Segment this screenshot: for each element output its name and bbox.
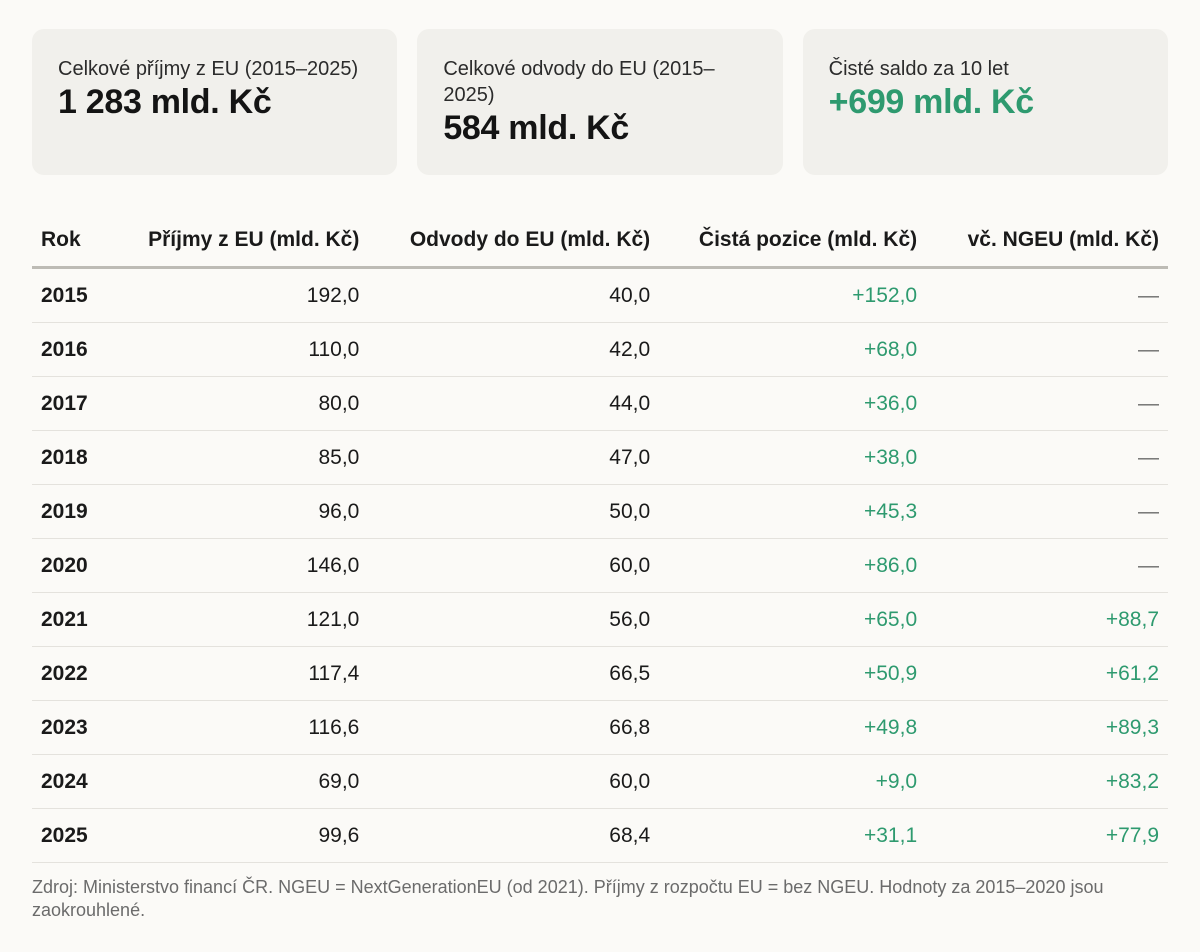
header-incl-ngeu: vč. NGEU (mld. Kč)	[926, 214, 1168, 269]
table-row: 2024 69,0 60,0 +9,0 +83,2	[32, 754, 1168, 809]
cell-net-position: +86,0	[659, 538, 927, 593]
cell-income: 117,4	[115, 646, 369, 701]
cell-income: 116,6	[115, 700, 369, 755]
cell-income: 146,0	[115, 538, 369, 593]
table-row: 2019 96,0 50,0 +45,3—	[32, 484, 1168, 539]
cell-contributions: 66,5	[368, 646, 660, 701]
table-row: 2022 117,4 66,5 +50,9 +61,2	[32, 646, 1168, 701]
cell-contributions: 66,8	[368, 700, 660, 755]
cell-incl-ngeu: —	[926, 267, 1168, 323]
header-net-position: Čistá pozice (mld. Kč)	[659, 214, 927, 269]
header-year: Rok	[32, 214, 116, 269]
cell-contributions: 68,4	[368, 808, 660, 863]
cell-year: 2015	[32, 267, 116, 323]
cell-net-position: +49,8	[659, 700, 927, 755]
cell-contributions: 42,0	[368, 322, 660, 377]
summary-card-income: Celkové příjmy z EU (2015–2025) 1 283 ml…	[32, 29, 398, 175]
cell-net-position: +9,0	[659, 754, 927, 809]
cell-incl-ngeu: —	[926, 376, 1168, 431]
cell-income: 69,0	[115, 754, 369, 809]
cell-net-position: +68,0	[659, 322, 927, 377]
cell-contributions: 44,0	[368, 376, 660, 431]
cell-net-position: +50,9	[659, 646, 927, 701]
cell-year: 2022	[32, 646, 116, 701]
header-income: Příjmy z EU (mld. Kč)	[115, 214, 369, 269]
card-label: Celkové příjmy z EU (2015–2025)	[58, 58, 359, 80]
card-value: 1 283 mld. Kč	[58, 83, 272, 121]
table-row: 2021 121,0 56,0 +65,0 +88,7	[32, 592, 1168, 647]
cell-incl-ngeu: —	[926, 322, 1168, 377]
cell-net-position: +65,0	[659, 592, 927, 647]
table-row: 2025 99,6 68,4 +31,1 +77,9	[32, 808, 1168, 863]
table-row: 2017 80,0 44,0 +36,0—	[32, 376, 1168, 431]
cell-year: 2025	[32, 808, 116, 863]
cell-incl-ngeu: +61,2	[926, 646, 1168, 701]
table-row: 2018 85,0 47,0 +38,0—	[32, 430, 1168, 485]
cell-year: 2019	[32, 484, 116, 539]
cell-net-position: +31,1	[659, 808, 927, 863]
cell-income: 96,0	[115, 484, 369, 539]
cell-income: 99,6	[115, 808, 369, 863]
cell-contributions: 40,0	[368, 267, 660, 323]
cell-incl-ngeu: +88,7	[926, 592, 1168, 647]
cell-net-position: +152,0	[659, 267, 927, 323]
cell-incl-ngeu: +77,9	[926, 808, 1168, 863]
cell-income: 110,0	[115, 322, 369, 377]
cell-year: 2023	[32, 700, 116, 755]
footnote: Zdroj: Ministerstvo financí ČR. NGEU = N…	[32, 877, 1104, 920]
table-body: 2015 192,0 40,0 +152,0—2016 110,0 42,0 +68,0—2…	[32, 267, 1168, 863]
card-label: Celkové odvody do EU (2015–2025)	[443, 58, 715, 106]
cell-incl-ngeu: +89,3	[926, 700, 1168, 755]
card-value: 584 mld. Kč	[443, 109, 630, 147]
cell-year: 2021	[32, 592, 116, 647]
table-row: 2023 116,6 66,8 +49,8 +89,3	[32, 700, 1168, 755]
cell-income: 85,0	[115, 430, 369, 485]
cell-incl-ngeu: +83,2	[926, 754, 1168, 809]
cell-year: 2016	[32, 322, 116, 377]
card-value: +699 mld. Kč	[828, 83, 1035, 121]
cell-income: 80,0	[115, 376, 369, 431]
cell-contributions: 50,0	[368, 484, 660, 539]
cell-income: 192,0	[115, 267, 369, 323]
cell-incl-ngeu: —	[926, 538, 1168, 593]
cell-income: 121,0	[115, 592, 369, 647]
cell-year: 2017	[32, 376, 116, 431]
cell-contributions: 47,0	[368, 430, 660, 485]
table-row: 2020 146,0 60,0 +86,0—	[32, 538, 1168, 593]
card-label: Čisté saldo za 10 let	[828, 58, 1009, 80]
cell-year: 2024	[32, 754, 116, 809]
cell-year: 2020	[32, 538, 116, 593]
table-row: 2015 192,0 40,0 +152,0—	[32, 267, 1168, 323]
header-contributions: Odvody do EU (mld. Kč)	[368, 214, 660, 269]
cell-contributions: 60,0	[368, 538, 660, 593]
table-header-row: Rok Příjmy z EU (mld. Kč) Odvody do EU (…	[32, 214, 1168, 269]
summary-cards: Celkové příjmy z EU (2015–2025) 1 283 ml…	[32, 29, 1168, 175]
summary-card-net-balance: Čisté saldo za 10 let +699 mld. Kč	[802, 29, 1168, 175]
cell-net-position: +36,0	[659, 376, 927, 431]
table-row: 2016 110,0 42,0 +68,0—	[32, 322, 1168, 377]
cell-net-position: +45,3	[659, 484, 927, 539]
eu-balance-table: Rok Příjmy z EU (mld. Kč) Odvody do EU (…	[32, 214, 1168, 863]
cell-net-position: +38,0	[659, 430, 927, 485]
cell-incl-ngeu: —	[926, 484, 1168, 539]
cell-contributions: 56,0	[368, 592, 660, 647]
cell-incl-ngeu: —	[926, 430, 1168, 485]
cell-year: 2018	[32, 430, 116, 485]
cell-contributions: 60,0	[368, 754, 660, 809]
summary-card-contributions: Celkové odvody do EU (2015–2025) 584 mld…	[417, 29, 783, 175]
